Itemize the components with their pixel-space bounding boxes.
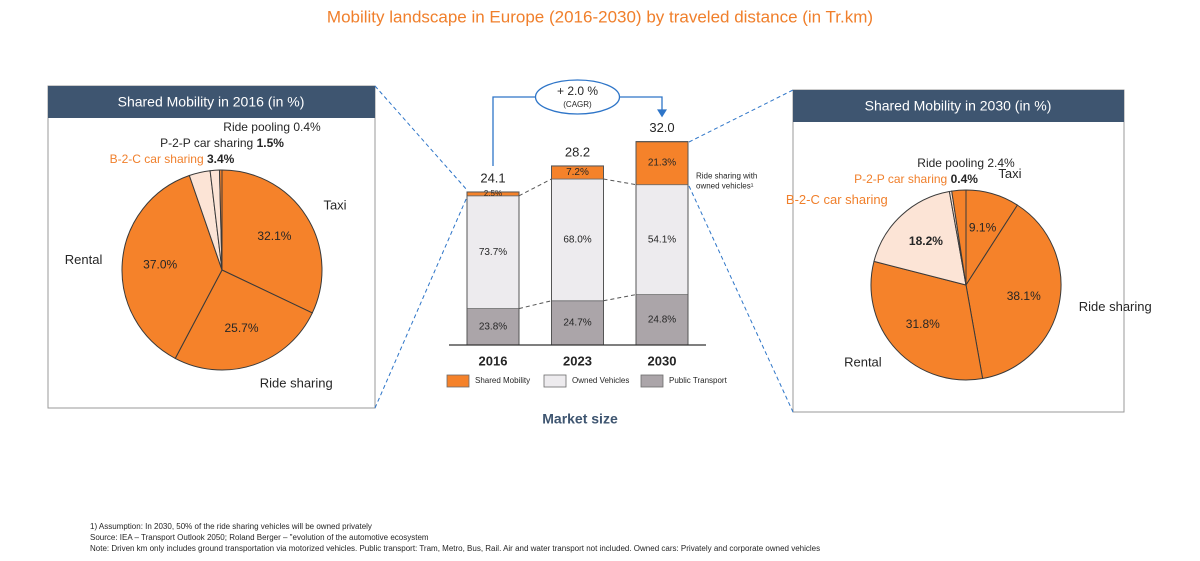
segment-label: 21.3% — [648, 158, 676, 169]
growth-label: + 2.0 % — [557, 84, 598, 98]
pie-slice — [965, 204, 1062, 380]
connectors — [374, 85, 794, 413]
legend-label: Public Transport — [669, 376, 728, 385]
segment-connector — [518, 300, 552, 310]
growth-badge — [534, 79, 621, 115]
growth-note: (CAGR) — [563, 100, 592, 109]
value-label: 37.0% — [143, 257, 177, 271]
slice-label: P-2-P car sharing 0.4% — [854, 172, 978, 186]
value-label: 9.1% — [969, 221, 997, 235]
x-axis-label: Market size — [542, 411, 618, 427]
annotation: owned vehicles¹ — [696, 182, 754, 191]
category-label: Ride pooling — [223, 120, 290, 134]
category-label: B-2-C car sharing — [110, 152, 204, 166]
segment-label: 24.7% — [563, 318, 591, 329]
category-label: P-2-P car sharing — [160, 136, 253, 150]
slice-label: B-2-C car sharing 3.4% — [110, 152, 235, 166]
segment-label: 24.8% — [648, 314, 676, 325]
pie-slice — [218, 169, 223, 271]
x-tick-label: 2023 — [563, 353, 592, 368]
value-label: 32.1% — [257, 229, 291, 243]
segment-label: 7.2% — [566, 167, 589, 178]
footnote: 1) Assumption: In 2030, 50% of the ride … — [90, 522, 372, 531]
category-label: Ride sharing — [1079, 299, 1152, 314]
slice-label: P-2-P car sharing 1.5% — [160, 136, 284, 150]
bar-segment — [635, 184, 689, 296]
slice-label: Ride pooling 2.4% — [917, 156, 1015, 170]
footnote: Source: IEA – Transport Outlook 2050; Ro… — [90, 533, 429, 542]
segment-label: 68.0% — [563, 235, 591, 246]
category-label: Rental — [844, 355, 882, 370]
arrowhead — [657, 109, 667, 118]
segment-label: 73.7% — [479, 247, 507, 258]
pie-header — [48, 86, 375, 118]
value-label: 25.7% — [224, 321, 258, 335]
segment-connector — [603, 178, 637, 186]
value-label: 18.2% — [909, 234, 943, 248]
pie-slice — [121, 174, 223, 360]
category-label: Ride pooling — [917, 156, 984, 170]
value-label: 2.4% — [987, 156, 1015, 170]
pie-slice — [873, 190, 967, 286]
category-label: B-2-C car sharing — [786, 192, 888, 207]
bar-segment — [635, 294, 689, 346]
x-tick-label: 2030 — [648, 353, 677, 368]
legend-label: Shared Mobility — [475, 376, 530, 385]
pie-title: Shared Mobility in 2030 (in %) — [865, 98, 1052, 114]
legend-swatch — [640, 374, 664, 388]
value-label: 1.5% — [257, 136, 285, 150]
segment-connector — [518, 178, 552, 197]
page-title: Mobility landscape in Europe (2016-2030)… — [327, 7, 873, 26]
category-label: Rental — [65, 252, 103, 267]
legend-swatch — [446, 374, 470, 388]
value-label: 38.1% — [1007, 289, 1041, 303]
footnote: Note: Driven km only includes ground tra… — [90, 544, 820, 553]
pie-slice — [174, 269, 313, 371]
category-label: Ride sharing — [260, 375, 333, 390]
value-label: 31.8% — [906, 317, 940, 331]
pie-title: Shared Mobility in 2016 (in %) — [118, 94, 305, 110]
bar-segment — [466, 308, 520, 346]
legend-label: Owned Vehicles — [572, 376, 629, 385]
total-label: 32.0 — [649, 120, 674, 135]
segment-label: 23.8% — [479, 321, 507, 332]
category-label: Taxi — [998, 166, 1021, 181]
total-label: 28.2 — [565, 144, 590, 159]
segment-label: 54.1% — [648, 234, 676, 245]
segment-connector — [603, 294, 637, 302]
pie-slice — [870, 260, 984, 381]
pie-header — [793, 90, 1124, 122]
x-tick-label: 2016 — [479, 353, 508, 368]
slice-label: Ride pooling 0.4% — [223, 120, 321, 134]
pie-slice — [951, 189, 967, 286]
category-label: P-2-P car sharing — [854, 172, 947, 186]
annotation: Ride sharing with — [696, 172, 757, 181]
total-label: 24.1 — [480, 170, 505, 185]
segment-label: 2.5% — [484, 189, 502, 198]
value-label: 3.4% — [207, 152, 235, 166]
legend-swatch — [543, 374, 567, 388]
category-label: Taxi — [323, 197, 346, 212]
value-label: 0.4% — [293, 120, 321, 134]
value-label: 0.4% — [951, 172, 979, 186]
pie-slice — [221, 169, 323, 314]
